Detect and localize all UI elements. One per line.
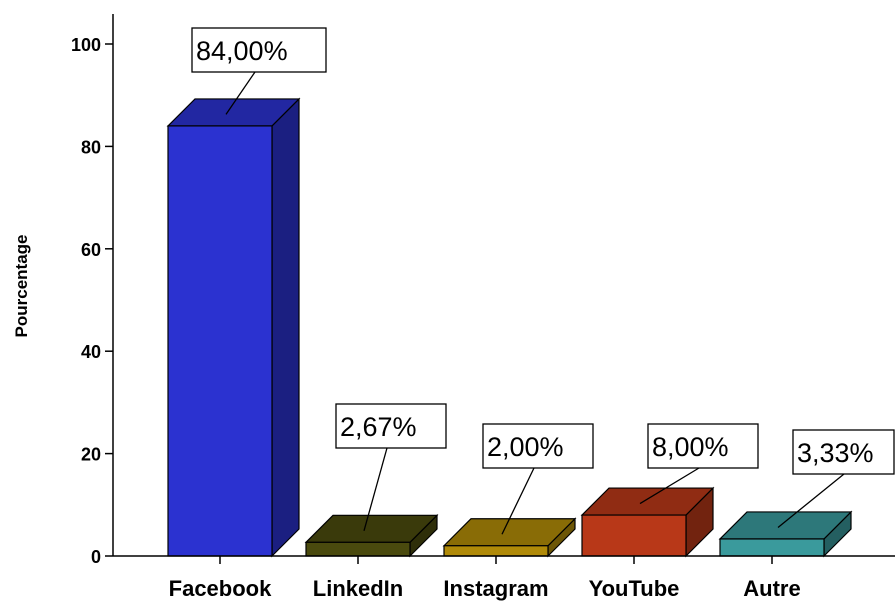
y-tick-label: 80 [81,137,101,157]
x-tick-label: Instagram [443,576,548,601]
bar-front [305,541,411,557]
data-label-box [647,423,759,469]
data-label: 2,00% [487,432,564,462]
x-tick-label: LinkedIn [313,576,403,601]
y-tick-label: 0 [91,547,101,567]
axes-layer [112,14,895,557]
bar-front [443,545,549,557]
x-tick-label: Facebook [169,576,272,601]
y-axis-label: Pourcentage [12,235,31,338]
x-tick-label: YouTube [589,576,680,601]
bar-front [719,538,825,557]
bar-linkedin [304,513,439,558]
bar-facebook [166,97,301,558]
y-tick-label: 20 [81,445,101,465]
bar-front [167,125,273,557]
bar-autre [718,510,853,558]
y-ticks: 0 20 40 60 80 100 [71,35,113,567]
bars-layer [166,97,853,558]
data-label-box [482,423,594,469]
data-label-group: 84,00% [191,27,327,115]
y-tick-label: 40 [81,342,101,362]
y-tick-label: 60 [81,240,101,260]
x-ticks: Facebook LinkedIn Instagram YouTube Autre [169,556,801,601]
data-label: 3,33% [797,438,874,468]
leader-line [639,467,700,505]
leader-line [363,447,388,532]
leader-line [777,473,845,528]
data-label: 8,00% [652,432,729,462]
data-label-group: 2,00% [482,423,594,535]
bar-front [581,514,687,557]
data-label-group: 3,33% [777,429,895,528]
bar-youtube [580,486,715,558]
leader-line [501,467,535,535]
data-labels: 84,00% 2,67% 2,00% 8,00% 3,33% [191,27,895,535]
data-label: 2,67% [340,412,417,442]
bar-instagram [442,517,577,558]
data-label-box [792,429,895,475]
data-label-box [335,403,447,449]
bar-side [271,97,300,558]
x-tick-label: Autre [743,576,800,601]
leader-line [225,71,256,115]
data-label-group: 2,67% [335,403,447,532]
y-tick-label: 100 [71,35,101,55]
data-label-box [191,27,327,73]
data-label-group: 8,00% [639,423,759,505]
data-label: 84,00% [196,36,288,66]
